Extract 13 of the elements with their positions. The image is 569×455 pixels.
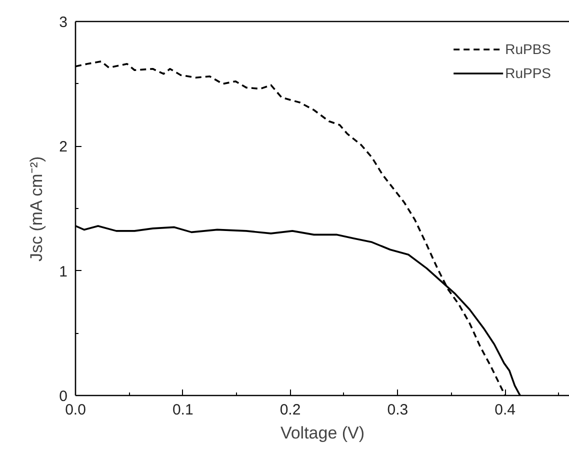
x-tick-label: 0.4 xyxy=(494,402,516,418)
y-tick-label: 3 xyxy=(59,14,68,31)
y-axis-title: Jsc (mA cm⁻²) xyxy=(27,156,46,262)
x-tick-label: 0.3 xyxy=(387,402,408,418)
x-tick-label: 0.0 xyxy=(65,402,86,418)
legend-label: RuPPS xyxy=(505,65,551,81)
x-axis-title: Voltage (V) xyxy=(280,424,365,442)
x-tick-label: 0.1 xyxy=(172,402,194,418)
y-tick-label: 0 xyxy=(59,388,68,405)
y-tick-label: 2 xyxy=(59,138,68,156)
legend-label: RuPBS xyxy=(505,41,551,57)
x-tick-label: 0.2 xyxy=(280,402,301,418)
y-tick-label: 1 xyxy=(59,263,68,280)
